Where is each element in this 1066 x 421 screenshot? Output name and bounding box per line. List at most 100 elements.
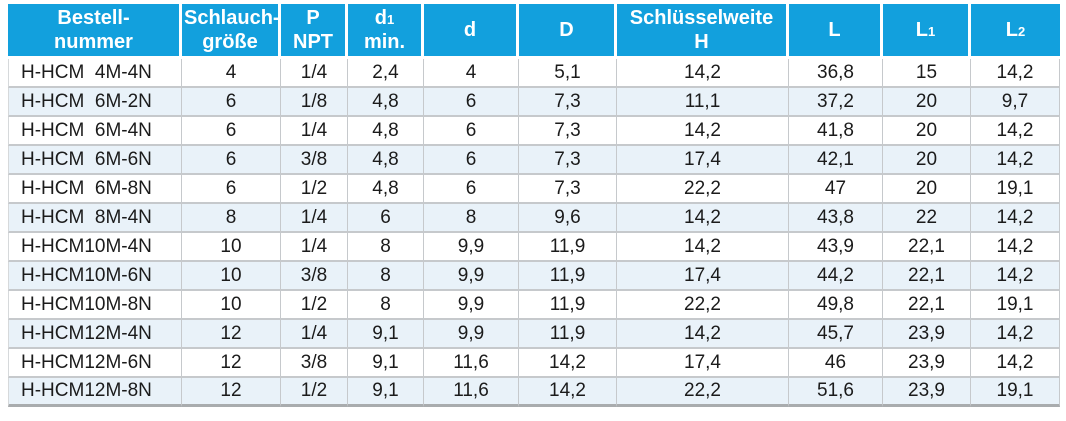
cell-d-cap: 11,9	[519, 291, 617, 320]
cell-l1: 20	[883, 146, 971, 175]
header-line1: Bestell-	[57, 7, 130, 29]
header-line1: L2	[1005, 19, 1026, 41]
cell-l2: 19,1	[971, 175, 1060, 204]
cell-l: 41,8	[789, 117, 883, 146]
cell-p-npt: 1/2	[281, 378, 348, 407]
table-row: H-HCM12M-4N 12 1/4 9,1 9,9 11,9 14,2 45,7 23,9 14…	[8, 320, 1060, 349]
cell-d-cap: 11,9	[519, 233, 617, 262]
cell-p-npt: 3/8	[281, 262, 348, 291]
cell-schlauchgroesse: 6	[182, 117, 281, 146]
cell-d1-min: 8	[348, 262, 424, 291]
cell-d: 9,9	[424, 233, 519, 262]
cell-schluesselweite-h: 17,4	[617, 262, 789, 291]
cell-schlauchgroesse: 10	[182, 262, 281, 291]
cell-d: 4	[424, 59, 519, 88]
cell-d: 9,9	[424, 262, 519, 291]
cell-d1-min: 4,8	[348, 117, 424, 146]
cell-d1-min: 6	[348, 204, 424, 233]
cell-l2: 19,1	[971, 378, 1060, 407]
cell-d: 8	[424, 204, 519, 233]
cell-schluesselweite-h: 14,2	[617, 204, 789, 233]
col-header-l: L	[789, 4, 883, 59]
cell-l2: 14,2	[971, 204, 1060, 233]
header-line1: D	[559, 19, 574, 41]
fittings-dimensions-table: Bestell- nummer Schlauch- größe P NPT d1…	[8, 4, 1060, 407]
cell-l2: 19,1	[971, 291, 1060, 320]
cell-bestellnummer: H-HCM10M-4N	[8, 233, 182, 262]
col-header-schlauchgroesse: Schlauch- größe	[182, 4, 281, 59]
table-row: H-HCM10M-8N 10 1/2 8 9,9 11,9 22,2 49,8 22,1 19,1	[8, 291, 1060, 320]
table-row: H-HCM 6M-4N 6 1/4 4,8 6 7,3 14,2 41,8 20 14,2	[8, 117, 1060, 146]
cell-bestellnummer: H-HCM12M-6N	[8, 349, 182, 378]
cell-l: 43,9	[789, 233, 883, 262]
header-line2: min.	[363, 31, 406, 53]
cell-schlauchgroesse: 12	[182, 320, 281, 349]
col-header-d-cap: D	[519, 4, 617, 59]
cell-p-npt: 1/2	[281, 175, 348, 204]
table-row: H-HCM 6M-6N 6 3/8 4,8 6 7,3 17,4 42,1 20 14,2	[8, 146, 1060, 175]
table-row: H-HCM12M-6N 12 3/8 9,1 11,6 14,2 17,4 46 23,9 14,…	[8, 349, 1060, 378]
cell-d-cap: 14,2	[519, 349, 617, 378]
cell-l: 49,8	[789, 291, 883, 320]
cell-schluesselweite-h: 14,2	[617, 117, 789, 146]
cell-bestellnummer: H-HCM 6M-6N	[8, 146, 182, 175]
cell-l: 46	[789, 349, 883, 378]
cell-bestellnummer: H-HCM10M-6N	[8, 262, 182, 291]
cell-l2: 9,7	[971, 88, 1060, 117]
cell-d-cap: 11,9	[519, 320, 617, 349]
table-row: H-HCM 6M-8N 6 1/2 4,8 6 7,3 22,2 47 20 19,1	[8, 175, 1060, 204]
cell-d1-min: 8	[348, 291, 424, 320]
cell-d: 6	[424, 88, 519, 117]
cell-p-npt: 3/8	[281, 146, 348, 175]
header-line2: größe	[202, 31, 258, 53]
cell-l: 47	[789, 175, 883, 204]
cell-d1-min: 8	[348, 233, 424, 262]
cell-d: 9,9	[424, 291, 519, 320]
cell-l2: 14,2	[971, 233, 1060, 262]
cell-bestellnummer: H-HCM 6M-4N	[8, 117, 182, 146]
col-header-d1-min: d1 min.	[348, 4, 424, 59]
cell-p-npt: 1/4	[281, 59, 348, 88]
cell-p-npt: 1/4	[281, 320, 348, 349]
cell-l1: 23,9	[883, 349, 971, 378]
cell-d-cap: 11,9	[519, 262, 617, 291]
cell-l: 37,2	[789, 88, 883, 117]
cell-d: 11,6	[424, 349, 519, 378]
header-line1: Schlüsselweite	[629, 7, 774, 29]
cell-d-cap: 7,3	[519, 117, 617, 146]
cell-l: 36,8	[789, 59, 883, 88]
cell-bestellnummer: H-HCM12M-4N	[8, 320, 182, 349]
cell-l1: 23,9	[883, 320, 971, 349]
cell-l1: 20	[883, 88, 971, 117]
cell-l1: 22	[883, 204, 971, 233]
cell-l: 42,1	[789, 146, 883, 175]
cell-l1: 22,1	[883, 233, 971, 262]
table-row: H-HCM 4M-4N 4 1/4 2,4 4 5,1 14,2 36,8 15 14,2	[8, 59, 1060, 88]
header-line2: nummer	[54, 31, 133, 53]
cell-p-npt: 1/4	[281, 204, 348, 233]
cell-schluesselweite-h: 17,4	[617, 146, 789, 175]
cell-l: 43,8	[789, 204, 883, 233]
header-line1: L1	[915, 19, 936, 41]
cell-bestellnummer: H-HCM12M-8N	[8, 378, 182, 407]
cell-d1-min: 9,1	[348, 320, 424, 349]
cell-d-cap: 9,6	[519, 204, 617, 233]
table-row: H-HCM 8M-4N 8 1/4 6 8 9,6 14,2 43,8 22 14,2	[8, 204, 1060, 233]
cell-l: 45,7	[789, 320, 883, 349]
cell-schlauchgroesse: 8	[182, 204, 281, 233]
cell-p-npt: 3/8	[281, 349, 348, 378]
cell-l2: 14,2	[971, 320, 1060, 349]
cell-bestellnummer: H-HCM 8M-4N	[8, 204, 182, 233]
cell-schluesselweite-h: 14,2	[617, 233, 789, 262]
cell-schluesselweite-h: 14,2	[617, 59, 789, 88]
cell-l1: 20	[883, 117, 971, 146]
cell-bestellnummer: H-HCM10M-8N	[8, 291, 182, 320]
table-row: H-HCM12M-8N 12 1/2 9,1 11,6 14,2 22,2 51,6 23,9 1…	[8, 378, 1060, 407]
table-header: Bestell- nummer Schlauch- größe P NPT d1…	[8, 4, 1060, 59]
cell-d1-min: 4,8	[348, 175, 424, 204]
cell-d-cap: 7,3	[519, 146, 617, 175]
col-header-l1: L1	[883, 4, 971, 59]
col-header-bestellnummer: Bestell- nummer	[8, 4, 182, 59]
cell-bestellnummer: H-HCM 6M-8N	[8, 175, 182, 204]
cell-l2: 14,2	[971, 117, 1060, 146]
